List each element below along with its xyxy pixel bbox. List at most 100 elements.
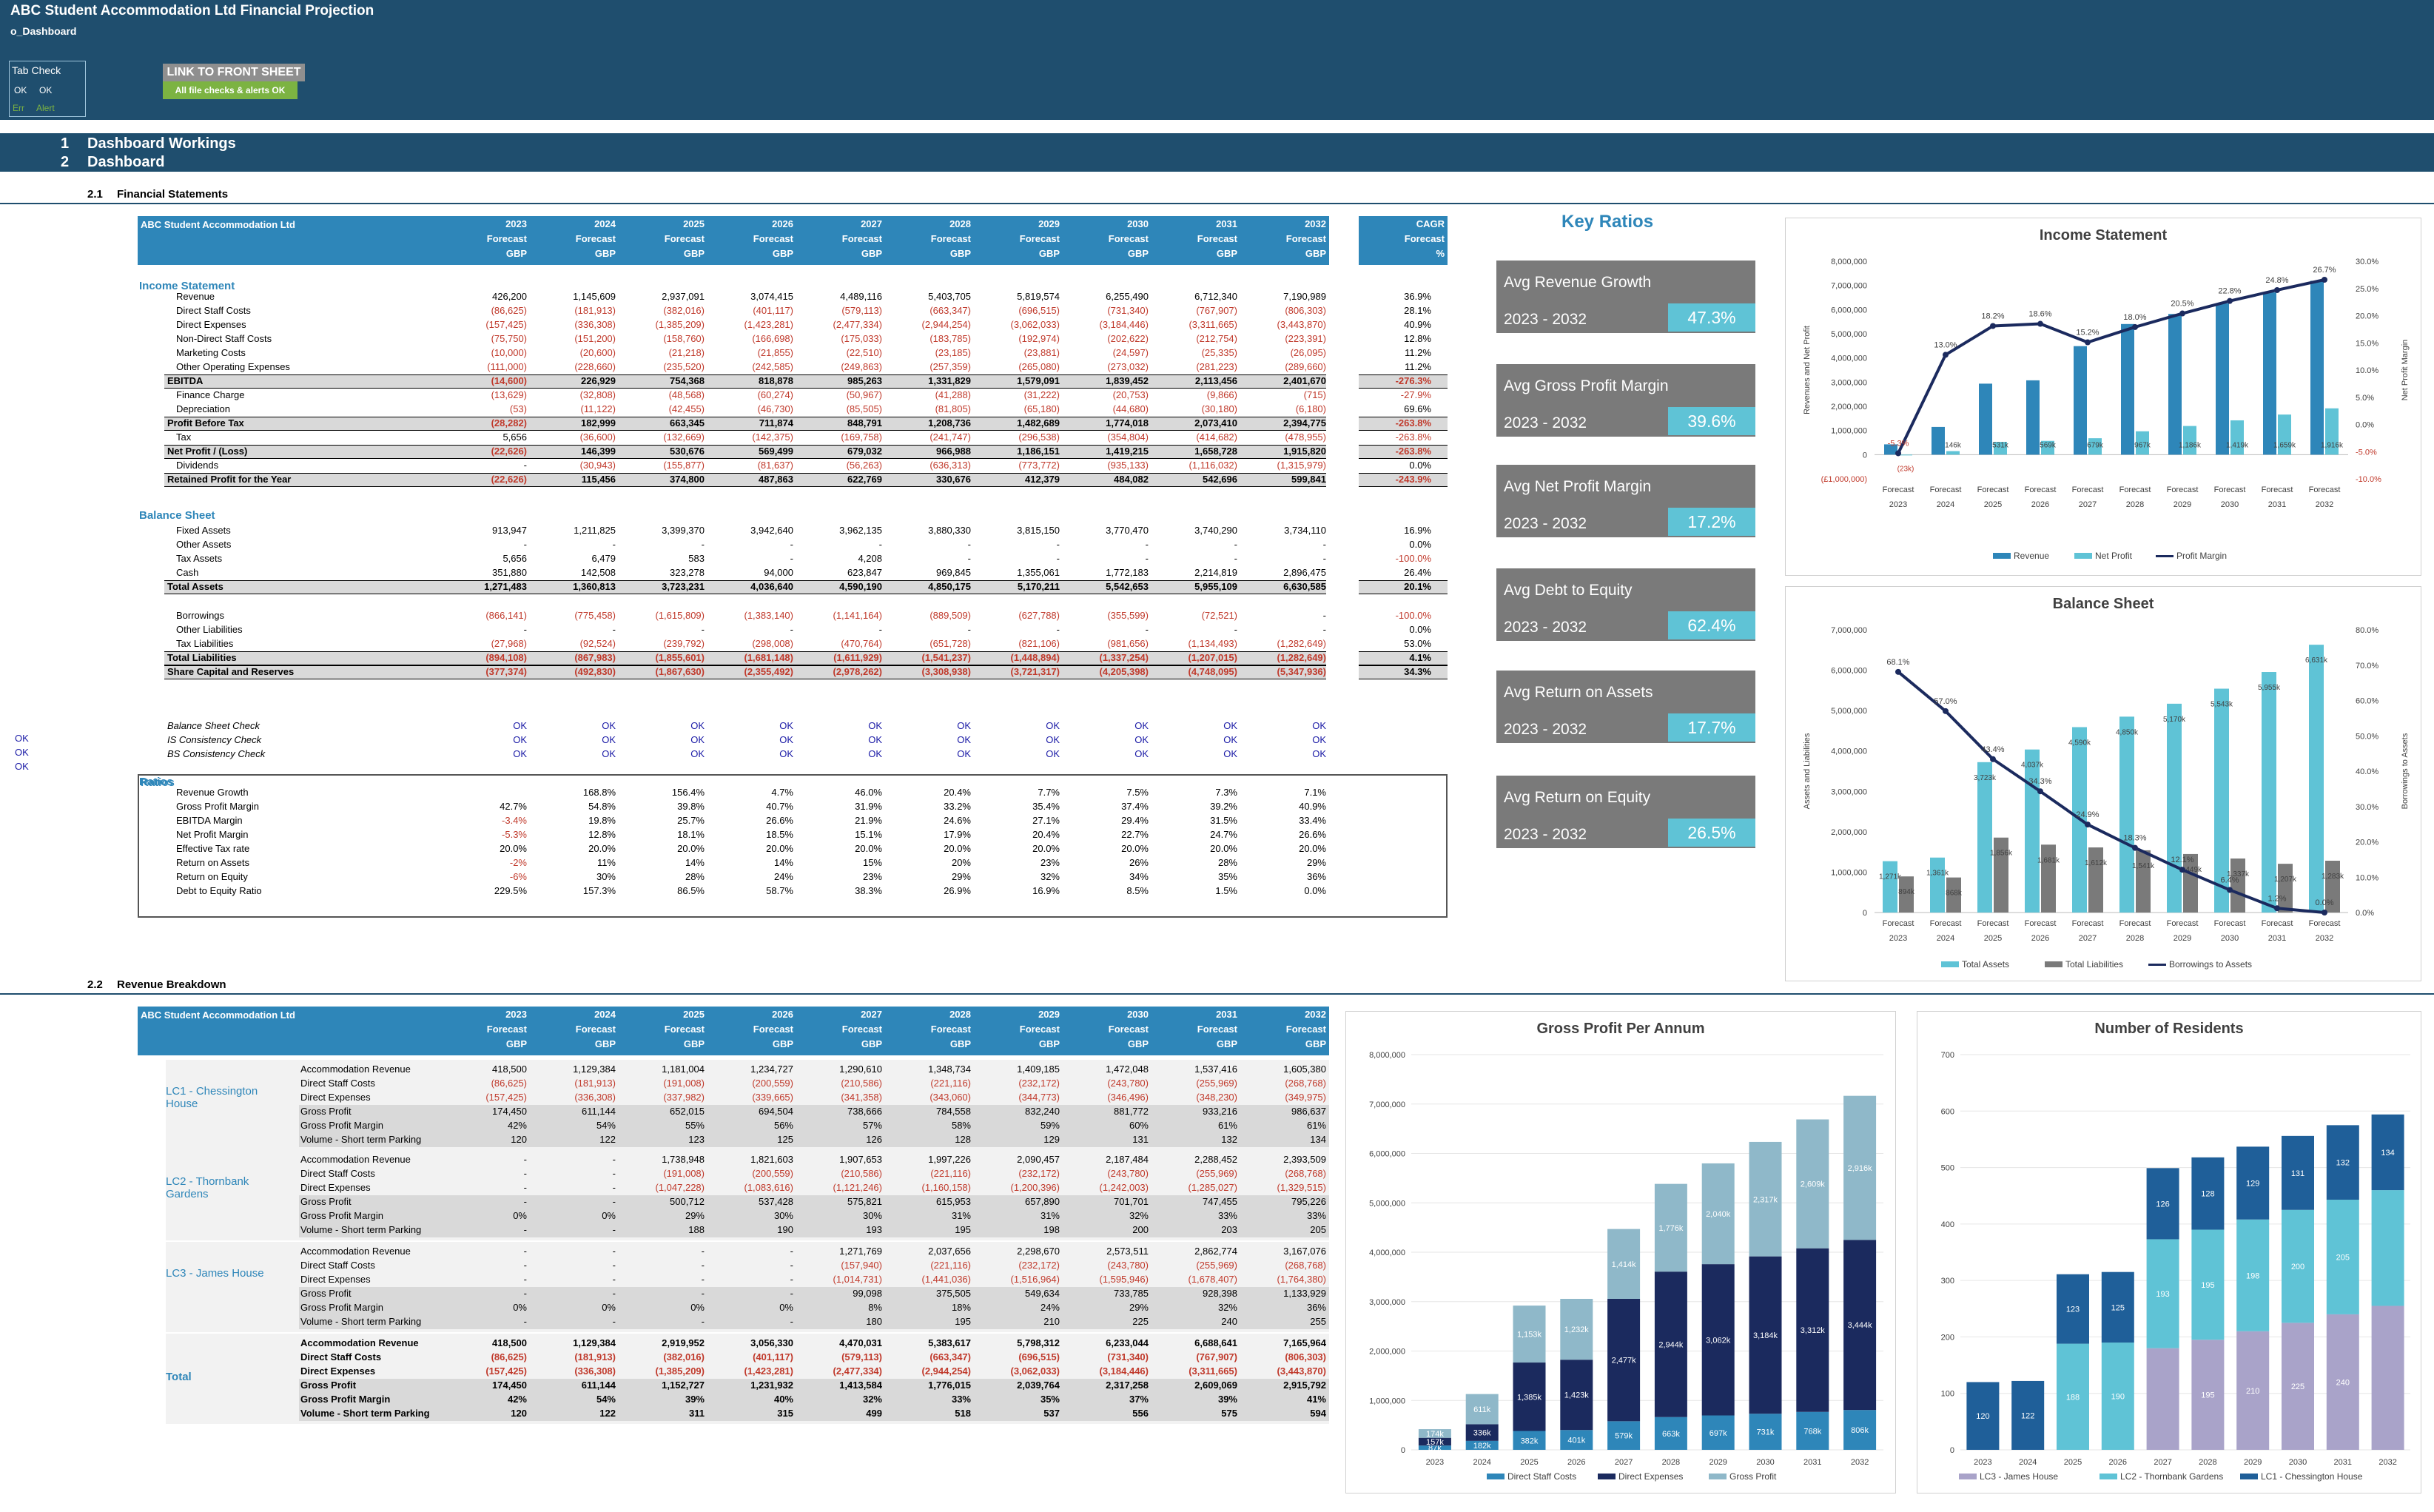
cell-value: 203 <box>1221 1224 1237 1235</box>
cell-value: 128 <box>955 1134 971 1145</box>
cell-value: (53) <box>509 403 527 414</box>
cell-value: (24,597) <box>1112 347 1149 358</box>
line-point <box>1990 756 1996 762</box>
line-point <box>1943 352 1949 358</box>
cell-value: - <box>612 1168 616 1179</box>
bar-gross-profit <box>1560 1298 1593 1360</box>
cell-value: 518 <box>955 1408 971 1419</box>
cell-value: 0% <box>602 1302 616 1313</box>
cell-value: 56% <box>773 1120 793 1131</box>
y2-tick-label: -10.0% <box>2356 475 2381 484</box>
nav-num: 1 <box>61 135 70 152</box>
data-label: 4,590k <box>2068 739 2091 747</box>
cell-value: 61% <box>1306 1120 1326 1131</box>
year-header: 2026 <box>772 218 793 229</box>
table-row: Net Profit Margin -5.3% 12.8% 18.1% 18.5% 15.… <box>138 828 1448 842</box>
table-row: EBITDA Margin -3.4% 19.8% 25.7% 26.6% 21.9% 24… <box>138 814 1448 828</box>
cell-value: 711,874 <box>759 417 793 429</box>
bar-total-assets <box>2167 703 2182 913</box>
cell-value: - <box>523 1274 527 1285</box>
forecast-label: Forecast <box>575 1024 616 1035</box>
cell-value: 499 <box>866 1408 882 1419</box>
table-row: Other Operating Expenses (111,000) (228,66… <box>138 360 1448 374</box>
nav-item-dashboard-workings[interactable]: Dashboard Workings <box>87 135 236 152</box>
chart-title: Balance Sheet <box>2052 596 2154 612</box>
cell-value: 31% <box>951 1210 971 1221</box>
cell-value: 123 <box>688 1134 705 1145</box>
cell-value: 754,368 <box>670 375 705 386</box>
bar-lc3-james-house <box>2371 1306 2404 1450</box>
cell-value: 2,288,452 <box>1194 1154 1237 1165</box>
cell-value: (65,180) <box>1023 403 1060 414</box>
cell-value: - <box>612 1274 616 1285</box>
cell-value: 31.5% <box>1210 815 1237 826</box>
row-shade <box>299 1379 1329 1393</box>
cell-value: 966,988 <box>936 446 971 457</box>
line-label: 24.8% <box>2265 276 2288 285</box>
cell-value: 23% <box>862 871 882 882</box>
cell-value: 115,456 <box>581 474 616 485</box>
key-ratio-value: 26.5% <box>1668 819 1755 847</box>
cell-value: (46,730) <box>757 403 793 414</box>
cell-value: - <box>1145 553 1149 564</box>
tab-check-ok: OK <box>39 85 53 95</box>
cell-value: - <box>701 1316 705 1327</box>
table-row: Finance Charge (13,629) (32,808) (48,568) (6… <box>138 389 1448 403</box>
cell-value: 1,290,610 <box>839 1064 882 1075</box>
cell-value: 14% <box>773 857 793 868</box>
cell-value: 7,190,989 <box>1283 291 1326 302</box>
bar-gross-profit <box>1749 1141 1782 1257</box>
row-label: Gross Profit Margin <box>176 801 259 812</box>
row-label: Gross Profit <box>300 1196 352 1207</box>
cell-value: - <box>523 624 527 635</box>
cell-value: - <box>878 539 882 550</box>
y-tick-label: 6,000,000 <box>1831 306 1867 315</box>
cell-value: 255 <box>1310 1316 1326 1327</box>
bar-total-assets <box>2025 749 2040 913</box>
cell-value: 2,113,456 <box>1194 375 1237 386</box>
cell-value: 611,144 <box>581 1380 616 1391</box>
tab-check-title: Tab Check <box>12 64 61 76</box>
row-label: Accommodation Revenue <box>300 1154 411 1165</box>
bar-lc2-thornbank-gardens <box>2146 1239 2179 1348</box>
cell-value: 20.0% <box>1299 843 1326 854</box>
cell-value: 374,800 <box>670 474 705 485</box>
cell-value: 174,450 <box>492 1106 527 1117</box>
bar-net-profit <box>1994 441 2007 455</box>
cell-value: (867,983) <box>574 652 616 663</box>
cell-value: (157,425) <box>485 319 527 330</box>
cell-value: OK <box>690 748 705 759</box>
cell-value: 738,666 <box>847 1106 882 1117</box>
link-to-front-sheet-button[interactable]: LINK TO FRONT SHEET <box>163 64 305 81</box>
y-tick-label: 3,000,000 <box>1831 787 1867 796</box>
cell-value: (72,521) <box>1201 610 1237 621</box>
cell-value: -27.9% <box>1400 389 1431 400</box>
table-row: Cash 351,880 142,508 323,278 94,000 623,847 96… <box>138 566 1448 580</box>
data-label: 210 <box>2246 1387 2259 1396</box>
cell-value: 622,769 <box>847 474 882 485</box>
cell-value: (579,113) <box>841 1351 882 1363</box>
cell-value: (249,863) <box>841 361 882 372</box>
cell-value: (30,943) <box>579 460 616 471</box>
line-point <box>2085 339 2091 346</box>
cell-value: (30,180) <box>1201 403 1237 414</box>
legend-label: Borrowings to Assets <box>2169 959 2252 970</box>
table-row: Volume - Short term Parking - - 188 190 193 19… <box>138 1223 1329 1237</box>
cell-value: OK <box>513 748 527 759</box>
cell-value: OK <box>868 720 882 731</box>
row-label: Gross Profit <box>300 1288 352 1299</box>
cell-value: 1,658,728 <box>1194 446 1237 457</box>
row-highlight <box>164 445 1326 459</box>
data-label: 679k <box>2087 441 2104 449</box>
x-tick-label: 2024 <box>1473 1458 1490 1467</box>
cell-value: 795,226 <box>1291 1196 1326 1207</box>
cell-value: (1,764,380) <box>1277 1274 1327 1285</box>
cell-value: 426,200 <box>492 291 527 302</box>
row-shade <box>299 1119 1329 1133</box>
cell-value: (3,311,665) <box>1189 1365 1237 1377</box>
cell-value: (142,375) <box>752 431 793 443</box>
bar-direct-staff-costs <box>1418 1445 1451 1450</box>
bar-gross-profit <box>1796 1119 1829 1249</box>
nav-item-dashboard[interactable]: Dashboard <box>87 154 165 170</box>
cell-value: 969,845 <box>936 567 971 578</box>
